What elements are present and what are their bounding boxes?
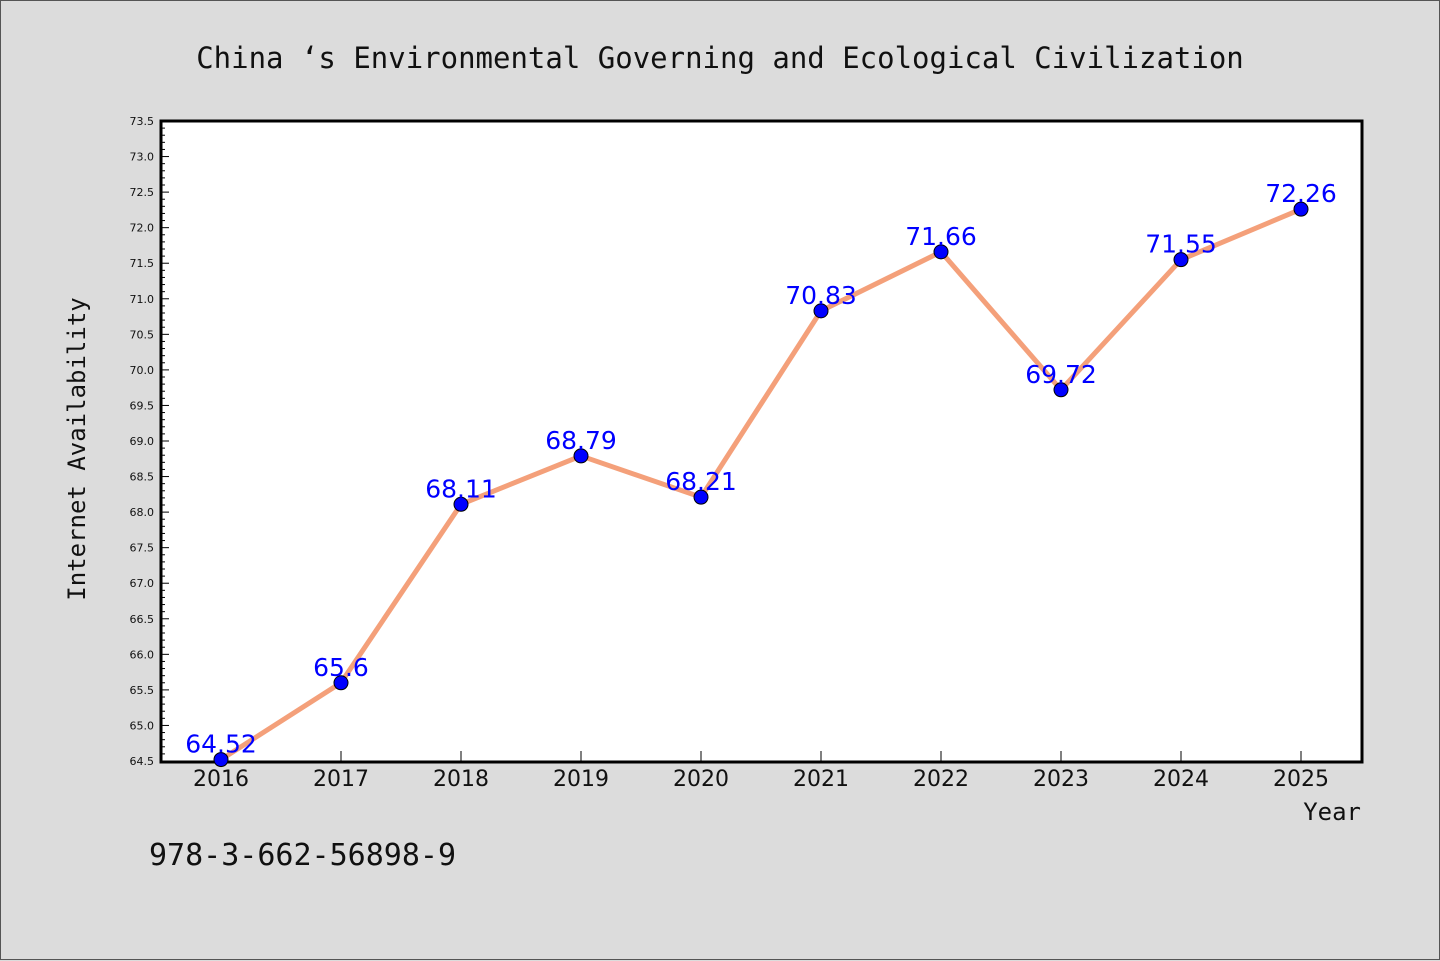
x-tick-label: 2021 (793, 767, 849, 792)
data-point (1053, 382, 1069, 398)
x-tick-label: 2022 (913, 767, 969, 792)
y-tick-label: 72.0 (130, 222, 155, 235)
data-label: 69.72 (1025, 360, 1097, 389)
data-point (933, 244, 949, 260)
data-point (693, 489, 709, 505)
data-label: 72.26 (1265, 179, 1337, 208)
series-line (219, 206, 1302, 762)
data-label: 71.55 (1145, 230, 1217, 259)
y-tick-label: 65.0 (130, 719, 155, 732)
y-tick-label: 72.5 (130, 186, 155, 199)
y-tick-label: 67.0 (130, 577, 155, 590)
y-tick-label: 73.0 (130, 151, 155, 164)
data-label: 70.83 (785, 281, 857, 310)
data-label: 68.79 (545, 426, 617, 455)
data-label: 64.52 (185, 730, 257, 759)
x-axis: 2016 2017 2018 2019 2020 2021 2022 2023 2024 2025 (193, 751, 1329, 792)
data-point (573, 448, 589, 464)
data-label: 68.11 (425, 474, 497, 503)
y-tick-label: 67.5 (130, 542, 155, 555)
data-markers (213, 201, 1309, 768)
chart-title: China ‘s Environmental Governing and Eco… (196, 41, 1244, 75)
y-tick-label: 71.5 (130, 257, 155, 270)
data-labels: 64.52 65.6 68.11 68.79 68.21 70.83 71.66 69.72 7… (185, 179, 1337, 758)
y-tick-label: 68.5 (130, 471, 155, 484)
data-point (333, 675, 349, 691)
data-point (813, 303, 829, 319)
data-point (1173, 252, 1189, 268)
data-point (1293, 201, 1309, 217)
x-tick-label: 2018 (433, 767, 489, 792)
x-tick-label: 2019 (553, 767, 609, 792)
x-tick-label: 2020 (673, 767, 729, 792)
isbn-footnote: 978-3-662-56898-9 (149, 838, 456, 873)
y-tick-label: 65.5 (130, 684, 155, 697)
data-label: 71.66 (905, 222, 977, 251)
data-label: 68.21 (665, 467, 737, 496)
data-point (213, 752, 229, 768)
y-tick-label: 69.0 (130, 435, 155, 448)
y-tick-label: 68.0 (130, 506, 155, 519)
x-tick-label: 2023 (1033, 767, 1089, 792)
x-tick-label: 2025 (1273, 767, 1329, 792)
y-tick-label: 71.0 (130, 293, 155, 306)
y-tick-label: 66.5 (130, 613, 155, 626)
data-point (453, 496, 469, 512)
x-tick-label: 2017 (313, 767, 369, 792)
y-tick-label: 70.0 (130, 364, 155, 377)
y-tick-label: 64.5 (130, 755, 155, 768)
x-tick-label: 2024 (1153, 767, 1209, 792)
y-tick-label: 66.0 (130, 648, 155, 661)
y-axis-label: Internet Availability (63, 297, 91, 600)
data-label: 65.6 (313, 653, 369, 682)
y-tick-label: 70.5 (130, 328, 155, 341)
y-tick-label: 69.5 (130, 399, 155, 412)
y-tick-label: 73.5 (130, 115, 155, 128)
x-tick-label: 2016 (193, 767, 249, 792)
y-axis: 64.5 65.0 65.5 66.0 66.5 67.0 67.5 68.0 68.5 69.0… (130, 115, 169, 768)
x-axis-label: Year (1303, 798, 1361, 826)
